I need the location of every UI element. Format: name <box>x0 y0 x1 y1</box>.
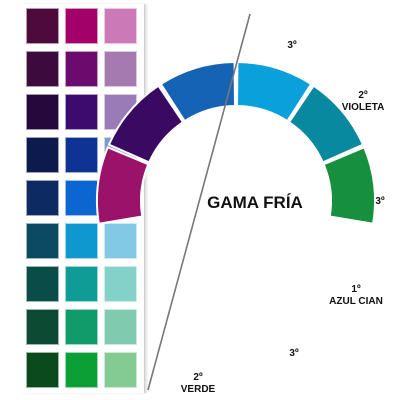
segment-label: 1º AZUL CIAN <box>329 284 383 307</box>
segment-label: 3º <box>289 348 299 359</box>
color-swatch <box>26 309 59 345</box>
wheel-segment <box>107 84 185 164</box>
color-swatch <box>26 180 59 216</box>
wheel-segment <box>159 60 237 123</box>
color-swatch <box>65 309 98 345</box>
segment-label: 2º VIOLETA <box>342 90 385 113</box>
color-swatch <box>26 352 59 388</box>
segment-label: 3º <box>375 196 385 207</box>
wheel-segment <box>235 60 313 123</box>
color-swatch <box>65 51 98 87</box>
color-swatch <box>26 8 59 44</box>
color-swatch <box>26 137 59 173</box>
color-swatch <box>104 352 137 388</box>
color-swatch <box>65 94 98 130</box>
color-swatch <box>26 94 59 130</box>
wheel-segment <box>287 84 365 164</box>
color-swatch <box>65 137 98 173</box>
color-swatch <box>104 51 137 87</box>
color-swatch <box>65 223 98 259</box>
segment-label: 3º <box>287 40 297 51</box>
color-swatch <box>104 266 137 302</box>
color-swatch <box>104 8 137 44</box>
color-swatch <box>26 266 59 302</box>
segment-label: 2º VERDE <box>181 372 216 395</box>
color-swatch <box>65 352 98 388</box>
color-swatch <box>65 266 98 302</box>
color-swatch <box>104 223 137 259</box>
color-swatch <box>26 51 59 87</box>
divider-line <box>147 13 251 391</box>
wheel-segment <box>322 145 376 225</box>
color-swatch <box>104 309 137 345</box>
gamut-title: GAMA FRÍA <box>207 193 303 212</box>
color-swatch <box>65 8 98 44</box>
wheel-segment <box>96 145 150 225</box>
color-swatch <box>26 223 59 259</box>
